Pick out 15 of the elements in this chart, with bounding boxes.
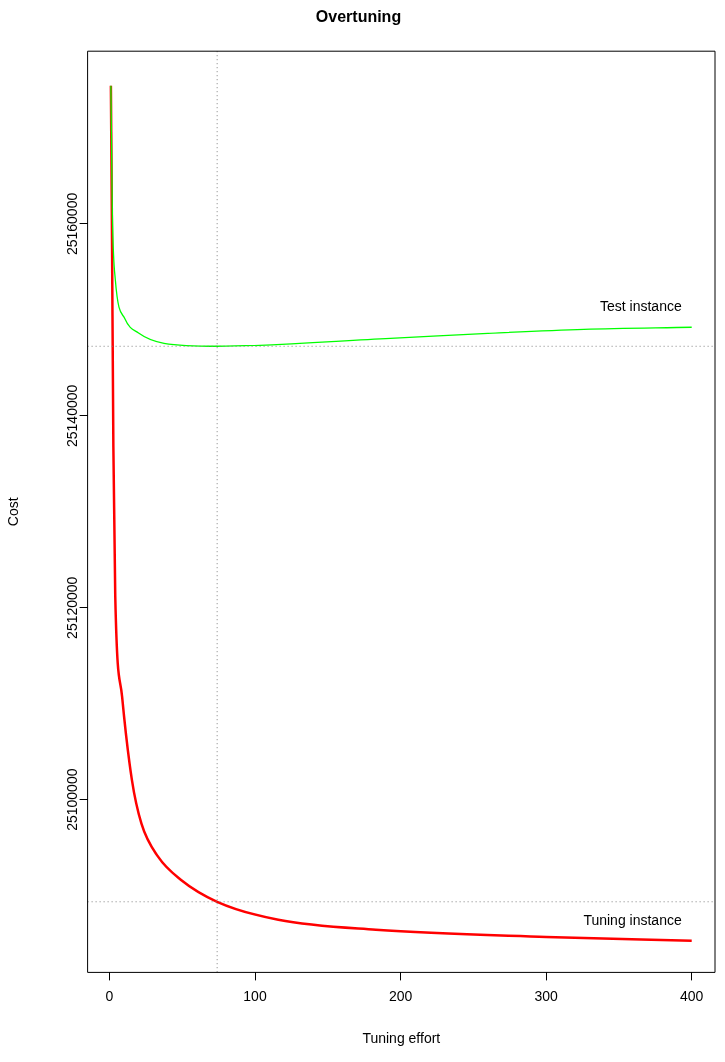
y-axis-title: Cost	[5, 497, 22, 527]
x-tick-label: 0	[105, 987, 114, 1004]
series-label: Test instance	[599, 298, 682, 315]
y-tick-label: 25160000	[64, 192, 81, 256]
x-tick-label: 400	[680, 987, 704, 1004]
line-series	[110, 85, 693, 347]
x-tick-label: 200	[388, 987, 413, 1004]
x-tick-label: 300	[534, 987, 559, 1004]
y-tick-label: 25120000	[64, 576, 81, 639]
x-tick-label: 100	[243, 987, 267, 1004]
y-tick-label: 25100000	[64, 768, 81, 831]
x-axis-title: Tuning effort	[362, 1030, 441, 1047]
chart-title: Overtuning	[315, 8, 402, 26]
y-tick-label: 25140000	[64, 384, 81, 447]
series-label: Tuning instance	[583, 911, 682, 928]
